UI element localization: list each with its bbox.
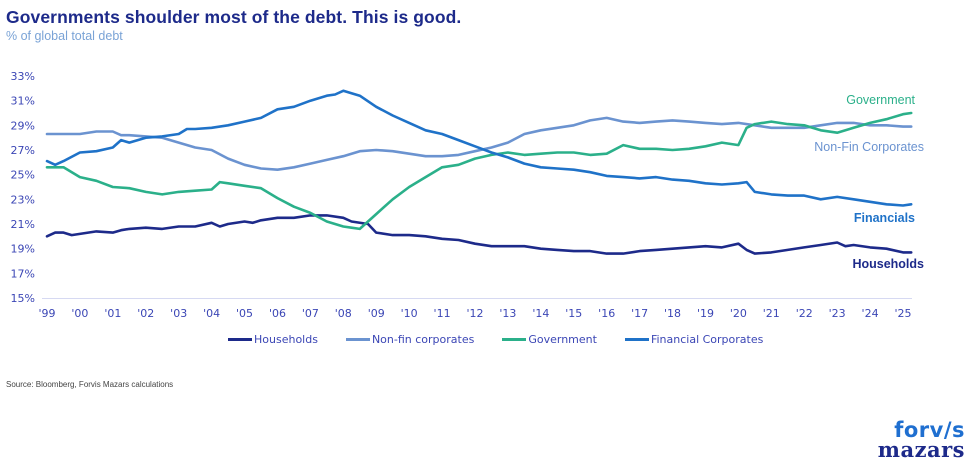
forvis-mazars-logo: forv/s mazars — [877, 418, 965, 462]
series-line-households — [45, 214, 913, 255]
x-tick-label: '07 — [302, 307, 319, 320]
x-tick-label: '19 — [697, 307, 714, 320]
y-tick-label: 29% — [11, 119, 35, 132]
chart-subtitle: % of global total debt — [6, 29, 123, 43]
legend-label-households: Households — [254, 333, 318, 346]
y-tick-label: 19% — [11, 243, 35, 256]
x-tick-label: '12 — [466, 307, 483, 320]
x-tick-label: '16 — [598, 307, 615, 320]
legend-swatch-financial — [624, 338, 649, 341]
x-tick-label: '11 — [434, 307, 451, 320]
y-tick-label: 15% — [11, 292, 35, 305]
logo-line-1: forv/s — [894, 418, 965, 442]
source-note: Source: Bloomberg, Forvis Mazars calcula… — [6, 380, 174, 389]
y-tick-label: 25% — [11, 169, 35, 182]
legend-label-government: Government — [528, 333, 597, 346]
y-tick-label: 23% — [11, 193, 35, 206]
x-tick-label: '21 — [763, 307, 780, 320]
end-label-government: Government — [846, 93, 915, 107]
legend-item-nonfin: Non-fin corporates — [345, 333, 475, 346]
x-tick-label: '13 — [499, 307, 516, 320]
x-tick-label: '18 — [664, 307, 681, 320]
x-tick-label: '25 — [894, 307, 911, 320]
x-tick-label: '02 — [137, 307, 154, 320]
series-line-financial — [45, 89, 913, 207]
legend-swatch-households — [228, 338, 252, 341]
x-tick-label: '04 — [203, 307, 220, 320]
y-tick-label: 21% — [11, 218, 35, 231]
end-label-nonfin: Non-Fin Corporates — [814, 140, 924, 154]
x-tick-label: '05 — [236, 307, 253, 320]
x-tick-label: '03 — [170, 307, 187, 320]
y-axis: 15% 17% 19% 21% 23% 25% 27% 29% 31% 33% — [11, 70, 35, 305]
logo-line-2: mazars — [877, 437, 965, 462]
x-tick-label: '10 — [401, 307, 418, 320]
x-tick-label: '22 — [796, 307, 813, 320]
x-tick-label: '08 — [335, 307, 352, 320]
x-tick-label: '06 — [269, 307, 286, 320]
x-tick-label: '23 — [829, 307, 846, 320]
series-lines — [45, 89, 913, 255]
x-tick-label: '14 — [532, 307, 549, 320]
series-line-government — [45, 111, 913, 231]
y-tick-label: 31% — [11, 95, 35, 108]
y-tick-label: 33% — [11, 70, 35, 83]
x-tick-label: '01 — [104, 307, 121, 320]
legend-item-government: Government — [502, 333, 597, 346]
end-label-households: Households — [852, 257, 924, 271]
x-axis: '99 '00 '01 '02 '03 '04 '05 '06 '07 '08 '09 '10 '11 '… — [38, 307, 911, 320]
legend-swatch-nonfin — [345, 338, 370, 341]
x-tick-label: '99 — [38, 307, 55, 320]
end-label-financial: Financials — [854, 211, 915, 225]
legend-item-households: Households — [228, 333, 318, 346]
legend-label-nonfin: Non-fin corporates — [371, 333, 475, 346]
y-tick-label: 17% — [11, 267, 35, 280]
x-tick-label: '09 — [368, 307, 385, 320]
x-tick-label: '17 — [631, 307, 648, 320]
chart-title: Governments shoulder most of the debt. T… — [6, 7, 462, 27]
x-tick-label: '00 — [71, 307, 88, 320]
chart-legend: Households Non-fin corporates Government… — [228, 333, 791, 346]
legend-item-financial: Financial Corporates — [624, 333, 764, 346]
legend-label-financial: Financial Corporates — [650, 333, 764, 346]
x-tick-label: '20 — [730, 307, 747, 320]
x-tick-label: '15 — [565, 307, 582, 320]
x-tick-label: '24 — [862, 307, 879, 320]
end-labels: Households Non-Fin Corporates Government Fi… — [814, 93, 924, 271]
series-line-nonfin — [45, 116, 913, 171]
y-tick-label: 27% — [11, 144, 35, 157]
legend-swatch-government — [502, 338, 527, 341]
